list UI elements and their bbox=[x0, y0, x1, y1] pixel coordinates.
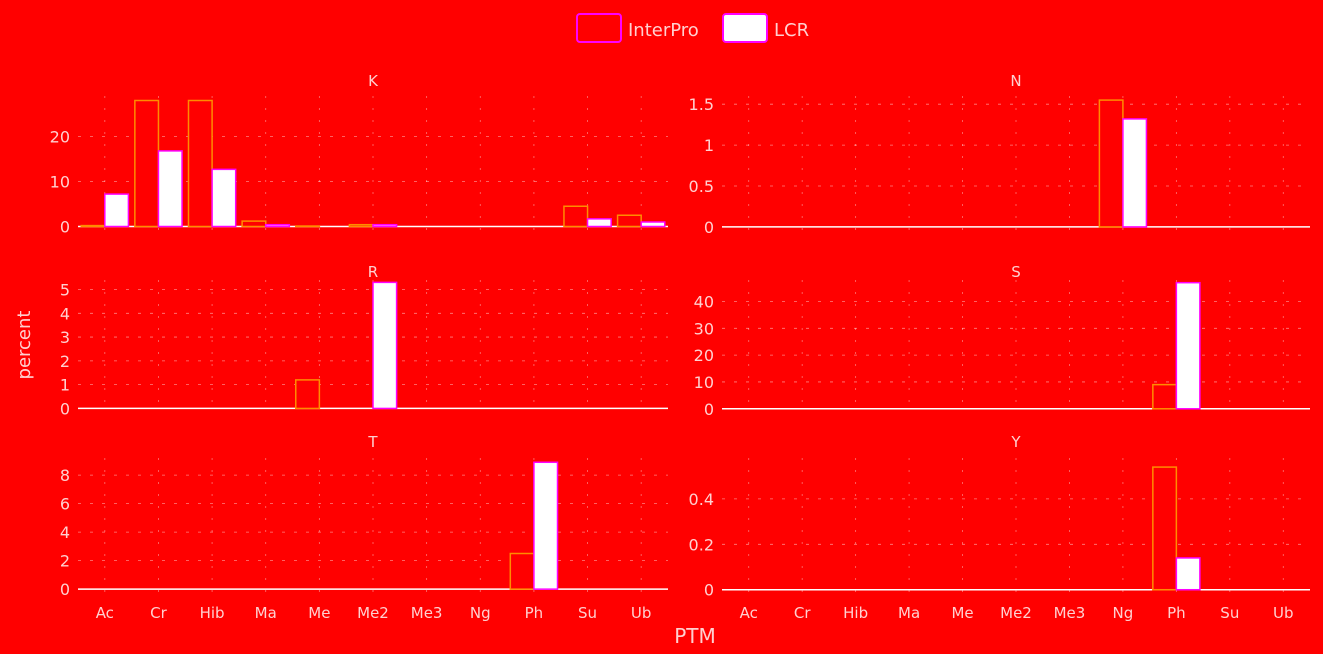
facet-panel-n: N 0 0.5 1 1.5 bbox=[689, 72, 1310, 237]
bar-lcr-me2 bbox=[373, 282, 397, 408]
bar-lcr-ub bbox=[641, 222, 665, 227]
facet-panels: K 0 10 20 N 0 0.5 1 1.5 R 0 1 2 3 4 5 S 0 10 20 30 40 T 0 2 4 6 8 Ac… bbox=[50, 72, 1310, 622]
y-tick-label: 3 bbox=[60, 328, 70, 347]
facet-title-y: Y bbox=[1010, 433, 1021, 451]
y-tick-label: 20 bbox=[694, 346, 714, 365]
facet-panel-r: R 0 1 2 3 4 5 bbox=[60, 263, 668, 418]
bar-interpro-ac bbox=[81, 226, 105, 227]
x-tick-label: Me bbox=[951, 604, 973, 622]
facet-panel-k: K 0 10 20 bbox=[50, 72, 668, 237]
x-tick-label: Ac bbox=[740, 604, 758, 622]
facet-panel-s: S 0 10 20 30 40 bbox=[694, 263, 1310, 419]
bar-interpro-su bbox=[564, 206, 588, 226]
x-tick-label: Me3 bbox=[411, 604, 443, 622]
y-tick-label: 1 bbox=[60, 376, 70, 395]
bar-interpro-ph bbox=[1153, 467, 1177, 590]
facet-title-r: R bbox=[368, 263, 378, 281]
y-tick-label: 0 bbox=[60, 399, 70, 418]
y-tick-label: 4 bbox=[60, 523, 70, 542]
x-tick-label: Ph bbox=[1167, 604, 1186, 622]
x-tick-label: Ma bbox=[255, 604, 277, 622]
y-tick-label: 0 bbox=[704, 581, 714, 600]
x-tick-label: Me bbox=[308, 604, 330, 622]
y-tick-label: 0 bbox=[704, 400, 714, 419]
bar-interpro-ph bbox=[1153, 385, 1177, 409]
x-tick-label: Ac bbox=[96, 604, 114, 622]
bar-interpro-hib bbox=[188, 101, 212, 227]
x-axis-title: PTM bbox=[674, 624, 716, 648]
x-tick-label: Hib bbox=[843, 604, 868, 622]
y-tick-label: 8 bbox=[60, 466, 70, 485]
legend: InterPro LCR bbox=[577, 14, 809, 42]
bar-interpro-ub bbox=[618, 215, 642, 226]
facet-panel-y: Y 0 0.2 0.4 Ac Cr Hib Ma Me Me2 Me3 Ng Ph Su Ub bbox=[689, 433, 1310, 622]
x-tick-label: Cr bbox=[794, 604, 811, 622]
y-tick-label: 0.5 bbox=[689, 177, 714, 196]
y-tick-label: 2 bbox=[60, 352, 70, 371]
x-tick-label: Hib bbox=[200, 604, 225, 622]
bar-interpro-ma bbox=[242, 221, 266, 226]
x-tick-label: Cr bbox=[150, 604, 167, 622]
bar-lcr-ph bbox=[1176, 558, 1200, 590]
bar-lcr-ma bbox=[266, 225, 290, 227]
y-tick-label: 0.2 bbox=[689, 535, 714, 554]
bar-lcr-hib bbox=[212, 169, 236, 226]
x-tick-label: Me2 bbox=[357, 604, 389, 622]
bar-lcr-ph bbox=[534, 462, 558, 589]
bar-interpro-ph bbox=[510, 554, 534, 590]
facet-title-k: K bbox=[368, 72, 379, 90]
x-tick-label: Su bbox=[578, 604, 597, 622]
legend-label-lcr: LCR bbox=[774, 20, 809, 41]
bar-interpro-ng bbox=[1099, 100, 1123, 227]
y-axis-title: percent bbox=[14, 311, 35, 380]
y-tick-label: 0 bbox=[60, 218, 70, 237]
bar-lcr-ng bbox=[1123, 119, 1147, 227]
bar-lcr-ph bbox=[1176, 283, 1200, 409]
bar-interpro-me bbox=[296, 380, 320, 409]
x-tick-label: Su bbox=[1220, 604, 1239, 622]
bar-lcr-su bbox=[588, 219, 612, 227]
legend-swatch-interpro bbox=[577, 14, 621, 42]
facet-title-n: N bbox=[1010, 72, 1021, 90]
x-tick-label: Ng bbox=[1113, 604, 1134, 622]
legend-swatch-lcr bbox=[723, 14, 767, 42]
y-tick-label: 0 bbox=[60, 580, 70, 599]
bar-lcr-cr bbox=[158, 151, 182, 227]
y-tick-label: 10 bbox=[50, 173, 70, 192]
bar-lcr-me2 bbox=[373, 225, 397, 227]
y-tick-label: 1.5 bbox=[689, 95, 714, 114]
bar-lcr-ac bbox=[105, 194, 129, 226]
y-tick-label: 0 bbox=[704, 218, 714, 237]
x-tick-label: Ng bbox=[470, 604, 491, 622]
facet-panel-t: T 0 2 4 6 8 Ac Cr Hib Ma Me Me2 Me3 Ng Ph Su Ub bbox=[60, 433, 668, 622]
facet-title-t: T bbox=[367, 433, 378, 451]
y-tick-label: 5 bbox=[60, 281, 70, 300]
bar-interpro-cr bbox=[135, 101, 159, 227]
x-tick-label: Ph bbox=[525, 604, 544, 622]
bar-interpro-me2 bbox=[349, 225, 373, 227]
y-tick-label: 20 bbox=[50, 128, 70, 147]
y-tick-label: 30 bbox=[694, 319, 714, 338]
y-tick-label: 1 bbox=[704, 136, 714, 155]
y-tick-label: 4 bbox=[60, 304, 70, 323]
x-tick-label: Ub bbox=[1273, 604, 1294, 622]
x-tick-label: Ub bbox=[631, 604, 652, 622]
y-tick-label: 0.4 bbox=[689, 490, 714, 509]
y-tick-label: 10 bbox=[694, 373, 714, 392]
y-tick-label: 40 bbox=[694, 292, 714, 311]
x-tick-label: Me3 bbox=[1054, 604, 1086, 622]
x-tick-label: Me2 bbox=[1000, 604, 1032, 622]
x-tick-label: Ma bbox=[898, 604, 920, 622]
y-tick-label: 2 bbox=[60, 552, 70, 571]
y-tick-label: 6 bbox=[60, 495, 70, 514]
facet-title-s: S bbox=[1011, 263, 1021, 281]
legend-label-interpro: InterPro bbox=[628, 20, 699, 41]
